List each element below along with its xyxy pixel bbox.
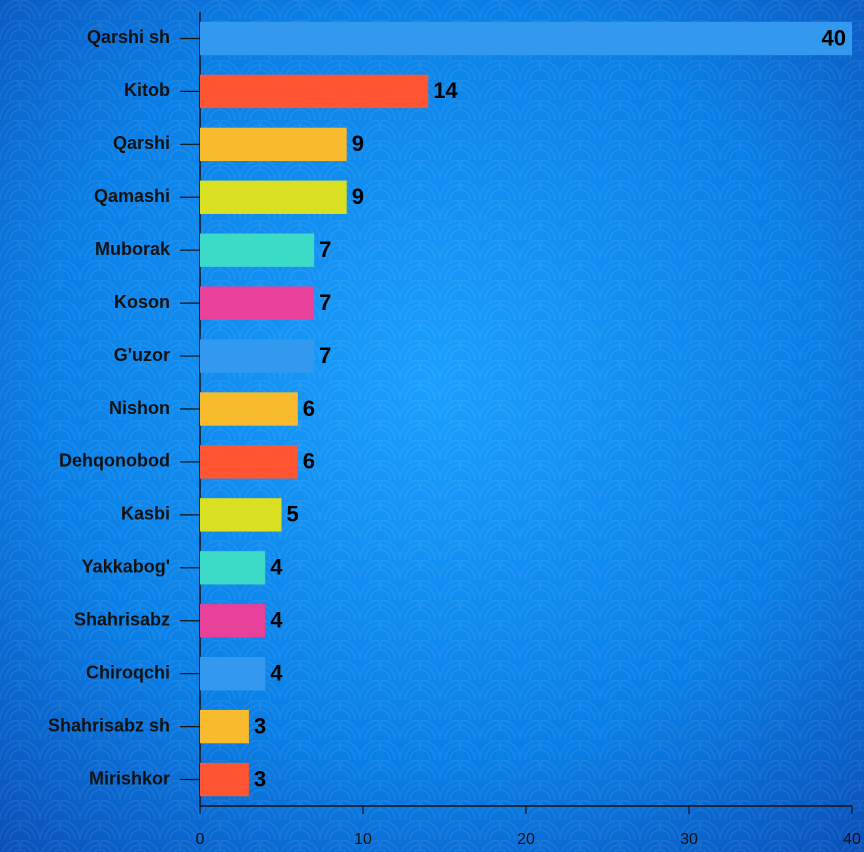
value-label: 3 [254, 713, 266, 738]
bar [200, 604, 266, 638]
value-label: 4 [270, 660, 283, 685]
bar [200, 127, 347, 162]
bar [200, 286, 315, 320]
value-label: 7 [319, 343, 331, 368]
value-label: 9 [352, 184, 364, 209]
x-tick-label: 0 [196, 831, 205, 848]
bar [200, 233, 315, 267]
bar [200, 180, 347, 214]
y-tick-label: Mirishkor [89, 768, 170, 788]
value-label: 7 [319, 290, 331, 315]
value-label: 5 [287, 502, 299, 527]
x-tick-label: 20 [517, 831, 535, 848]
bar [200, 21, 852, 56]
value-label: 4 [270, 555, 283, 580]
bar [200, 74, 429, 109]
y-tick-label: Qamashi [94, 186, 170, 206]
y-tick-label: Koson [114, 292, 170, 312]
value-label: 3 [254, 766, 266, 791]
bar [200, 762, 249, 797]
value-label: 6 [303, 449, 315, 474]
y-tick-label: Chiroqchi [86, 662, 170, 682]
y-tick-label: Shahrisabz sh [48, 715, 170, 735]
bar [200, 551, 266, 585]
y-tick-label: Kitob [124, 80, 170, 100]
y-tick-label: Qarshi sh [87, 27, 170, 47]
x-tick-label: 30 [680, 831, 698, 848]
y-tick-label: Nishon [109, 398, 170, 418]
bar [200, 445, 298, 479]
value-label: 40 [822, 25, 846, 50]
y-tick-label: Kasbi [121, 504, 170, 524]
y-tick-label: Yakkabog' [82, 557, 170, 577]
y-tick-label: Dehqonobod [59, 451, 170, 471]
x-tick-label: 10 [354, 831, 372, 848]
y-tick-label: Muborak [95, 239, 171, 259]
bar [200, 656, 266, 691]
value-label: 6 [303, 396, 315, 421]
value-label: 4 [270, 608, 283, 633]
value-label: 14 [433, 78, 458, 103]
bar [200, 709, 249, 744]
y-tick-label: Qarshi [113, 133, 170, 153]
value-label: 7 [319, 237, 331, 262]
y-tick-label: Shahrisabz [74, 609, 170, 629]
bar [200, 498, 282, 532]
bar [200, 339, 315, 373]
value-label: 9 [352, 131, 364, 156]
x-tick-label: 40 [843, 831, 861, 848]
y-tick-label: G'uzor [114, 345, 170, 365]
bar [200, 392, 298, 426]
